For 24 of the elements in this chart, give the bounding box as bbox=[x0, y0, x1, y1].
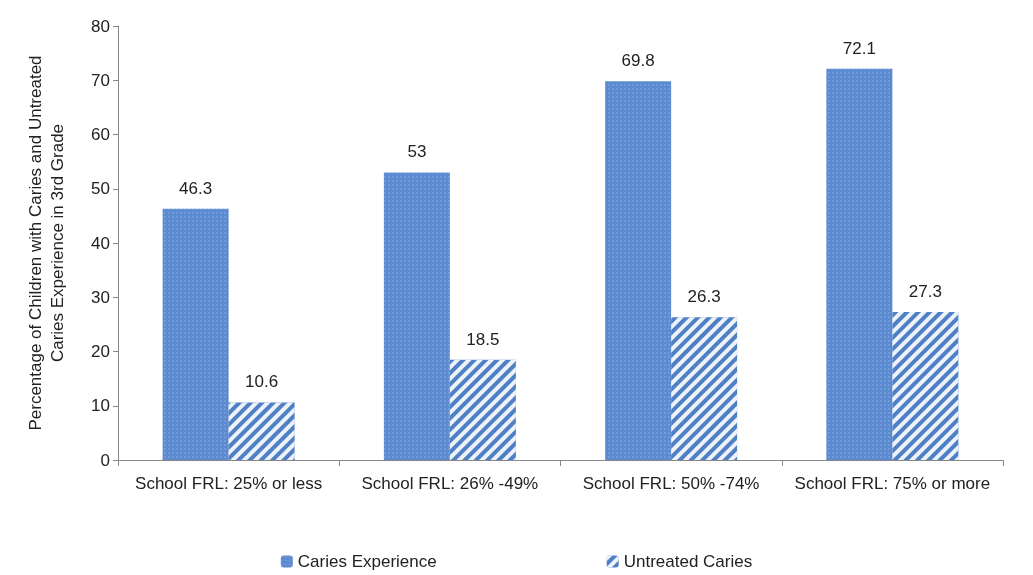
x-tick-label: School FRL: 25% or less bbox=[135, 473, 323, 493]
y-tick-label: 0 bbox=[100, 450, 110, 470]
data-label: 27.3 bbox=[908, 281, 942, 301]
legend-label: Caries Experience bbox=[297, 552, 437, 571]
x-tick-label: School FRL: 26% -49% bbox=[361, 473, 539, 493]
y-tick-label: 30 bbox=[91, 287, 110, 307]
y-tick-label: 40 bbox=[91, 233, 110, 253]
data-label: 10.6 bbox=[245, 372, 279, 392]
data-label: 53 bbox=[407, 142, 427, 162]
data-label: 72.1 bbox=[842, 38, 876, 58]
data-label: 46.3 bbox=[179, 178, 213, 198]
y-tick-label: 10 bbox=[91, 396, 110, 416]
data-label: 18.5 bbox=[466, 329, 500, 349]
x-tick-label: School FRL: 50% -74% bbox=[582, 473, 760, 493]
legend-label: Untreated Caries bbox=[623, 552, 753, 571]
y-tick-label: 50 bbox=[91, 179, 110, 199]
data-label: 69.8 bbox=[621, 51, 655, 71]
y-tick-label: 80 bbox=[91, 16, 110, 36]
y-tick-label: 60 bbox=[91, 125, 110, 144]
y-axis-title: Percentage of Children with Caries and Untreated Caries Experience in 3rd Grade bbox=[25, 55, 67, 431]
y-tick-label: 20 bbox=[91, 342, 110, 361]
y-tick-label: 70 bbox=[91, 70, 110, 90]
data-label: 26.3 bbox=[687, 287, 721, 307]
x-tick-label: School FRL: 75% or more bbox=[794, 473, 991, 493]
